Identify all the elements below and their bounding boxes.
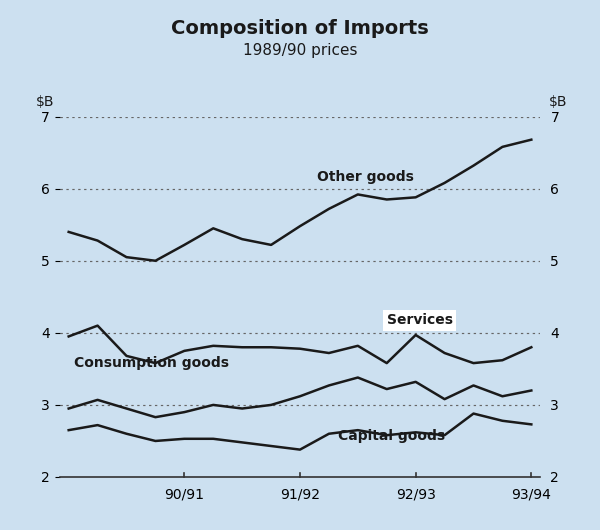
Text: Consumption goods: Consumption goods bbox=[74, 357, 229, 370]
Text: 1989/90 prices: 1989/90 prices bbox=[243, 43, 357, 58]
Text: Composition of Imports: Composition of Imports bbox=[171, 19, 429, 38]
Text: $B: $B bbox=[549, 95, 567, 109]
Text: $B: $B bbox=[36, 95, 54, 109]
Text: Capital goods: Capital goods bbox=[338, 429, 445, 443]
Text: Services: Services bbox=[387, 313, 453, 327]
Text: Other goods: Other goods bbox=[317, 171, 414, 184]
